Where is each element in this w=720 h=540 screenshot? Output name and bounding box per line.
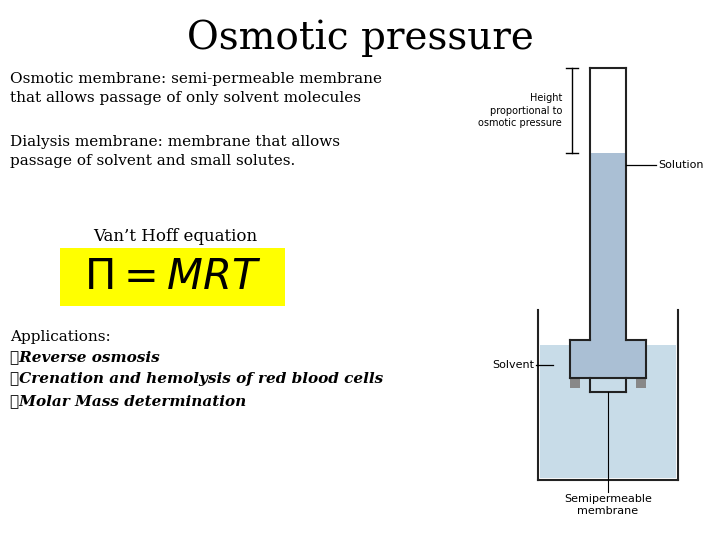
Bar <box>570 378 580 388</box>
Bar <box>590 68 626 153</box>
Text: Osmotic membrane: semi-permeable membrane
that allows passage of only solvent mo: Osmotic membrane: semi-permeable membran… <box>10 72 382 105</box>
Text: Van’t Hoff equation: Van’t Hoff equation <box>93 228 257 245</box>
Text: Applications:: Applications: <box>10 330 111 344</box>
Text: $\Pi = MRT$: $\Pi = MRT$ <box>84 256 261 298</box>
Text: Dialysis membrane: membrane that allows
passage of solvent and small solutes.: Dialysis membrane: membrane that allows … <box>10 135 340 168</box>
Text: ➤Reverse osmosis: ➤Reverse osmosis <box>10 350 160 364</box>
Text: Solution: Solution <box>658 160 703 170</box>
Bar <box>636 378 646 388</box>
Text: Semipermeable
membrane: Semipermeable membrane <box>564 494 652 516</box>
Text: Height
proportional to
osmotic pressure: Height proportional to osmotic pressure <box>478 93 562 128</box>
Text: ➤Molar Mass determination: ➤Molar Mass determination <box>10 394 246 408</box>
Bar <box>60 248 285 306</box>
Bar <box>570 340 646 378</box>
Bar <box>540 345 676 478</box>
Text: Osmotic pressure: Osmotic pressure <box>186 19 534 57</box>
Text: ➤Crenation and hemolysis of red blood cells: ➤Crenation and hemolysis of red blood ce… <box>10 372 383 386</box>
Text: Solvent: Solvent <box>492 360 534 370</box>
Bar <box>590 153 626 340</box>
